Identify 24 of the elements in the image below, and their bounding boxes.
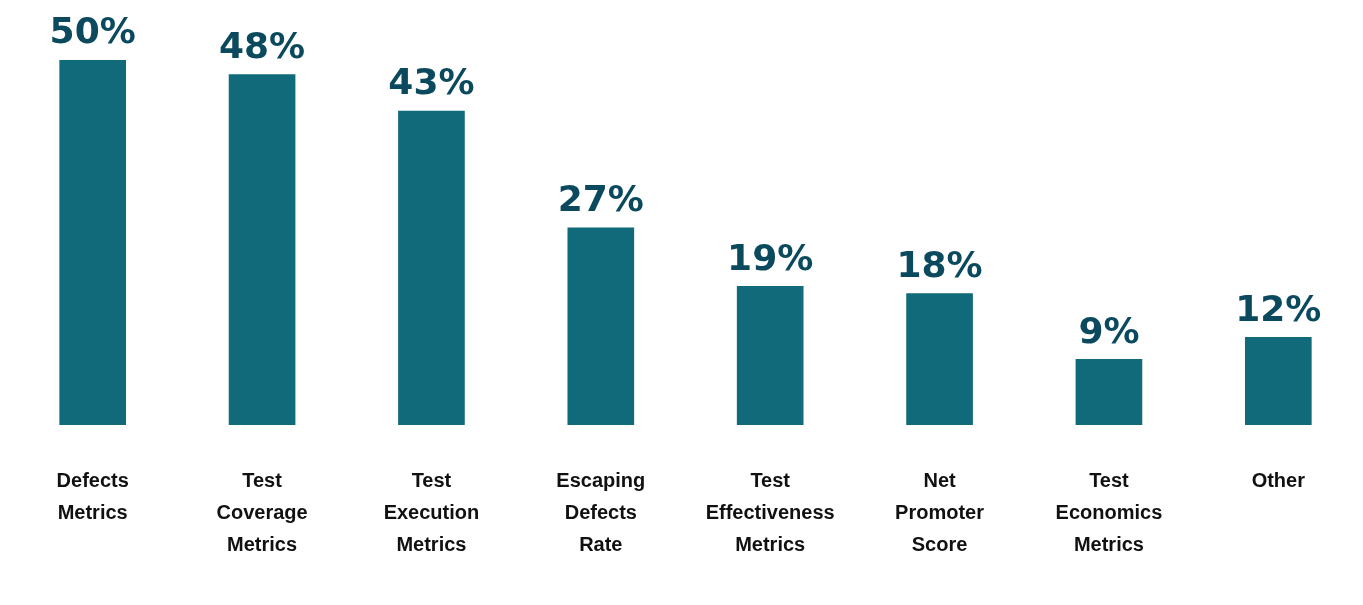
bar — [59, 60, 127, 425]
x-tick-label: Test Effectiveness Metrics — [705, 468, 835, 555]
x-tick-label: Test Execution Metrics — [383, 468, 480, 555]
bar — [398, 110, 465, 425]
bar — [1244, 337, 1312, 425]
data-label: 9% — [1078, 309, 1140, 351]
data-label: 18% — [896, 243, 983, 285]
data-label: 43% — [388, 61, 475, 103]
data-label: 19% — [727, 236, 814, 278]
x-tick-label: Defects Metrics — [56, 468, 129, 523]
x-tick-label: Test Economics Metrics — [1055, 468, 1163, 555]
bar — [228, 74, 296, 425]
data-label: 12% — [1235, 287, 1322, 329]
bar — [1075, 358, 1143, 425]
bar — [906, 293, 973, 425]
bar — [736, 285, 804, 425]
x-tick-label: Escaping Defects Rate — [556, 468, 646, 555]
x-tick-label: Net Promoter Score — [895, 468, 985, 555]
bar — [567, 227, 635, 425]
data-label: 48% — [218, 24, 306, 66]
data-label: 50% — [49, 10, 136, 52]
data-label: 27% — [557, 178, 644, 220]
x-tick-label: Other — [1251, 468, 1306, 491]
x-tick-label: Test Coverage Metrics — [216, 468, 308, 555]
